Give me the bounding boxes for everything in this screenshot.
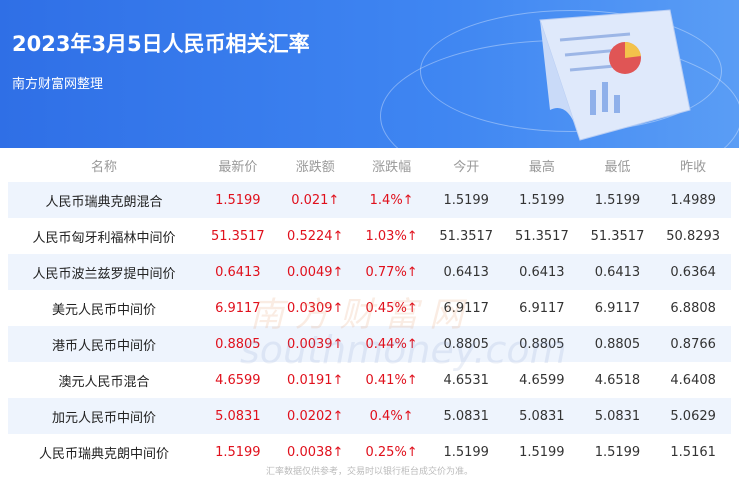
rate-cell: 0.0039↑ [275,326,355,362]
column-header: 昨收 [680,159,707,175]
rate-cell: 0.6413 [200,254,276,290]
rate-cell: 5.0831 [200,398,276,434]
rate-cell: 0.44%↑ [354,326,429,362]
rate-cell: 1.5199 [579,182,656,218]
currency-name: 澳元人民币混合 [58,374,150,390]
table-row: 人民币波兰兹罗提中间价 0.6413 0.0049↑ 0.77%↑ 0.6413 0.64… [8,254,731,290]
rate-cell: 1.4989 [655,182,731,218]
rate-cell: 0.8766 [655,326,731,362]
rate-cell: 6.9117 [443,300,489,316]
rate-cell: 0.6413 [579,254,656,290]
table-row: 澳元人民币混合 4.6599 0.0191↑ 0.41%↑ 4.6531 4.6599 4.… [8,362,731,398]
rate-cell: 0.6413 [504,254,580,290]
rate-cell: 0.45%↑ [365,300,418,316]
rate-cell: 5.0831 [428,398,505,434]
currency-name: 美元人民币中间价 [51,302,156,318]
rate-cell: 50.8293 [666,228,721,244]
rate-cell: 0.6364 [655,254,731,290]
page-title: 2023年3月5日人民币相关汇率 [12,32,310,56]
rate-cell: 4.6408 [670,372,716,388]
rate-cell: 4.6599 [215,372,261,388]
rate-cell: 4.6518 [594,372,641,388]
currency-name: 人民币瑞典克朗中间价 [38,446,169,462]
rate-cell: 1.5199 [594,444,641,460]
rate-cell: 0.6413 [428,254,505,290]
rate-cell: 5.0831 [504,398,580,434]
rate-cell: 0.0191↑ [287,372,344,388]
rate-cell: 5.0629 [655,398,731,434]
rate-cell: 6.9117 [594,300,641,316]
rate-cell: 0.4%↑ [354,398,429,434]
rate-cell: 1.03%↑ [365,228,418,244]
column-header: 涨跌幅 [372,159,412,175]
decorative-arc [420,10,722,132]
rate-cell: 51.3517 [514,228,569,244]
rate-cell: 0.0049↑ [275,254,355,290]
column-header: 名称 [90,159,117,175]
currency-name: 人民币波兰兹罗提中间价 [8,254,200,290]
rate-cell: 51.3517 [590,228,645,244]
rate-cell: 1.4%↑ [354,182,429,218]
rate-cell: 51.3517 [439,228,494,244]
rate-cell: 0.25%↑ [365,444,418,460]
rate-cell: 0.8805 [579,326,656,362]
currency-name: 人民币匈牙利福林中间价 [32,230,176,246]
rate-cell: 0.0202↑ [275,398,355,434]
rate-cell: 0.0309↑ [287,300,344,316]
header-banner: 2023年3月5日人民币相关汇率 南方财富网整理 [0,0,739,148]
table-header-row: 名称 最新价 涨跌额 涨跌幅 今开 最高 最低 昨收 [8,148,731,182]
rate-cell: 0.8805 [504,326,580,362]
rate-cell: 5.0831 [579,398,656,434]
rate-cell: 1.5199 [428,182,505,218]
column-header: 最新价 [218,159,258,175]
rate-cell: 0.0038↑ [287,444,344,460]
table-row: 港币人民币中间价 0.8805 0.0039↑ 0.44%↑ 0.8805 0.8805 0… [8,326,731,362]
exchange-rate-table: 名称 最新价 涨跌额 涨跌幅 今开 最高 最低 昨收 人民币瑞典克朗混合 1.5199 0.021… [8,148,731,470]
rate-cell: 0.5224↑ [287,228,344,244]
table-row: 人民币瑞典克朗混合 1.5199 0.021↑ 1.4%↑ 1.5199 1.5199 1.… [8,182,731,218]
rate-cell: 0.77%↑ [354,254,429,290]
column-header: 涨跌额 [295,159,335,175]
page-subtitle: 南方财富网整理 [12,77,104,92]
disclaimer-footer: 汇率数据仅供参考，交易时以银行柜台成交价为准。 [265,467,473,477]
rate-cell: 1.5199 [200,182,276,218]
rate-cell: 51.3517 [210,228,265,244]
currency-name: 港币人民币中间价 [8,326,200,362]
rate-cell: 6.8808 [670,300,716,316]
rate-cell: 0.021↑ [275,182,355,218]
column-header: 最高 [528,159,555,175]
rate-cell: 6.9117 [519,300,565,316]
rate-cell: 0.41%↑ [365,372,418,388]
rate-cell: 4.6531 [443,372,489,388]
document-illustration-icon [539,9,691,141]
table-row: 加元人民币中间价 5.0831 0.0202↑ 0.4%↑ 5.0831 5.0831 5.… [8,398,731,434]
rate-cell: 1.5161 [670,444,716,460]
rate-cell: 1.5199 [443,444,489,460]
currency-name: 加元人民币中间价 [8,398,200,434]
rate-cell: 1.5199 [519,444,565,460]
rate-cell: 1.5199 [215,444,261,460]
rate-cell: 0.8805 [428,326,505,362]
rate-cell: 6.9117 [215,300,261,316]
table-row: 人民币瑞典克朗中间价 1.5199 0.0038↑ 0.25%↑ 1.5199 1.519… [8,434,731,470]
column-header: 今开 [453,159,480,175]
rate-cell: 1.5199 [504,182,580,218]
table-row: 美元人民币中间价 6.9117 0.0309↑ 0.45%↑ 6.9117 6.9117 6… [8,290,731,326]
rate-cell: 4.6599 [519,372,565,388]
column-header: 最低 [604,159,631,175]
currency-name: 人民币瑞典克朗混合 [8,182,200,218]
rate-cell: 0.8805 [200,326,276,362]
table-row: 人民币匈牙利福林中间价 51.3517 0.5224↑ 1.03%↑ 51.3517 51… [8,218,731,254]
